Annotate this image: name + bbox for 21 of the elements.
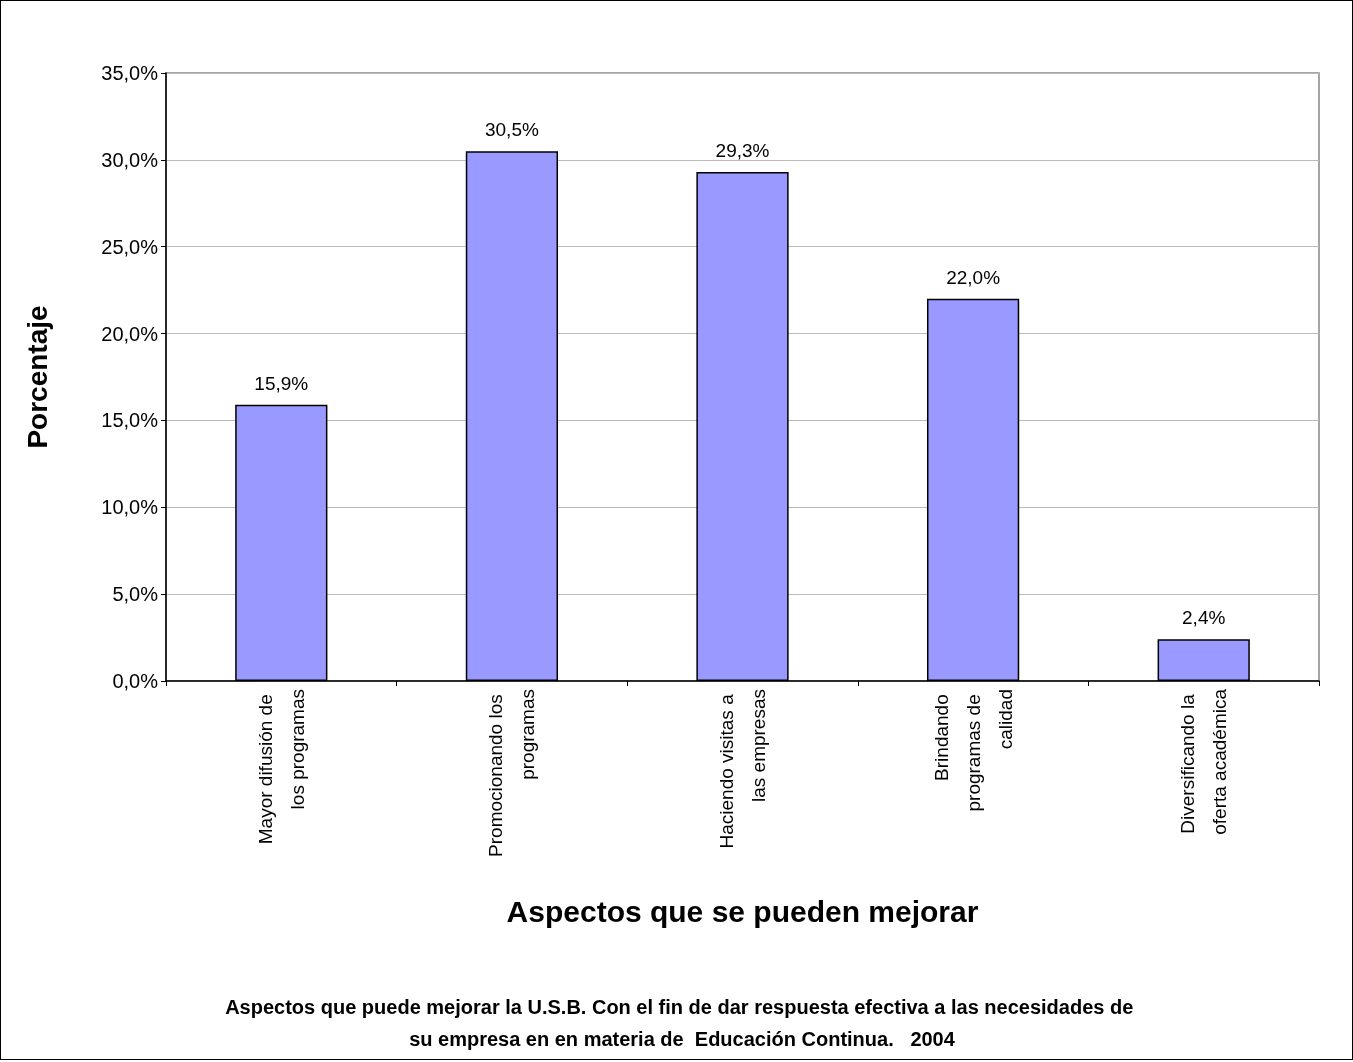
y-tick-label: 10,0% [101,496,159,519]
y-tick-label: 30,0% [101,148,159,171]
data-label: 22,0% [946,266,1001,288]
y-tick-label: 20,0% [101,322,159,345]
x-axis-title: Aspectos que se pueden mejorar [506,894,979,928]
y-tick-label: 0,0% [112,670,159,692]
x-tick-label: Haciendo visitas a las empresas [716,689,769,849]
y-tick-label: 5,0% [112,583,159,606]
data-label: 29,3% [715,140,770,162]
x-tick-label: Diversificando la oferta académica [1177,688,1231,835]
data-label: 15,9% [254,372,309,394]
x-tick-label: Brindando programas de calidad [930,689,1016,812]
x-tick-label: Promocionando los programas [485,689,539,857]
y-tick-label: 25,0% [101,235,159,258]
y-tick-label: 15,0% [101,409,159,432]
data-label: 2,4% [1182,607,1226,629]
x-tick-label: Mayor difusión de los programas [254,689,308,845]
y-tick-label: 35,0% [101,62,159,84]
data-label: 30,5% [484,119,539,141]
text: Aspectos que puede mejorar la U.S.B. Con el fin de dar respuesta efectiva a las necesidades de su empresa en en materia de Educación Continua. 2004 [225,996,1139,1050]
y-axis-title: Porcentaje [21,305,53,449]
